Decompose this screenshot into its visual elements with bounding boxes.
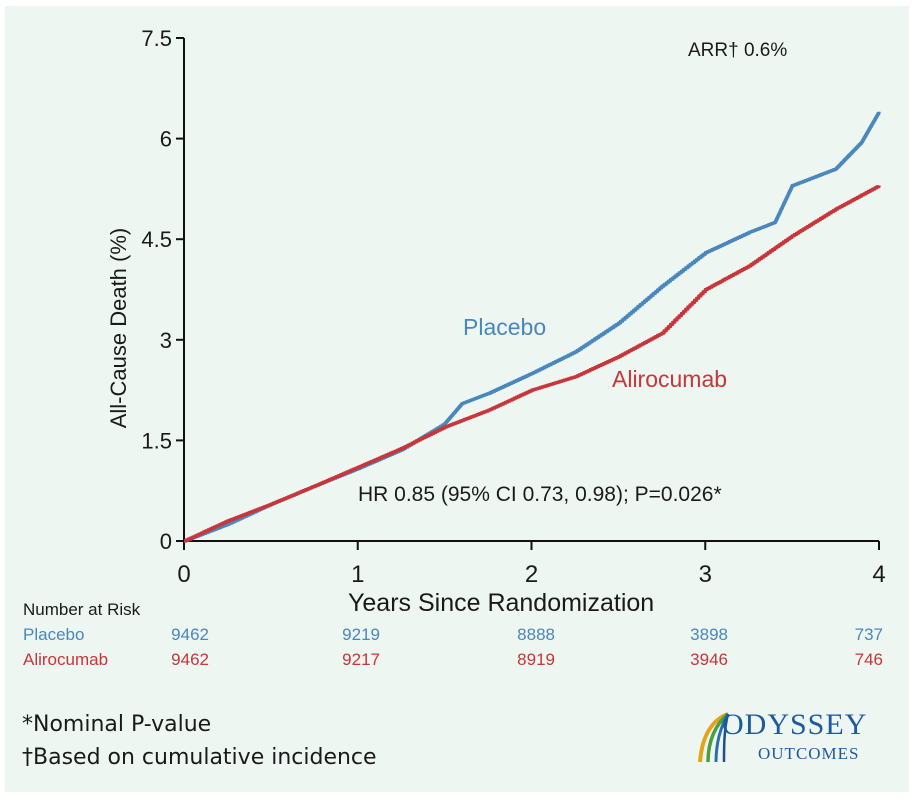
hr-annotation: HR 0.85 (95% CI 0.73, 0.98); P=0.026* — [358, 483, 722, 506]
footnote-nominal: *Nominal P-value — [22, 712, 212, 737]
y-tick-label: 1.5 — [141, 428, 172, 453]
axes: 0 1.5 3 4.5 6 7.5 0 1 2 3 4 — [141, 26, 885, 588]
wheat-icon — [698, 712, 730, 763]
risk-cell: 8919 — [517, 650, 555, 669]
risk-table-title: Number at Risk — [23, 600, 141, 619]
x-tick-label: 4 — [872, 561, 885, 588]
logo-outcomes-text: OUTCOMES — [758, 744, 860, 763]
y-tick-label: 3 — [160, 328, 172, 353]
risk-cell: 3946 — [690, 650, 728, 669]
x-tick-label: 1 — [351, 561, 364, 588]
alirocumab-series-label: Alirocumab — [612, 366, 728, 392]
risk-cell: 9462 — [171, 625, 209, 644]
figure-panel — [5, 6, 909, 792]
placebo-series-label: Placebo — [463, 314, 547, 340]
risk-cell: 746 — [854, 650, 883, 669]
risk-cell: 9219 — [342, 625, 380, 644]
risk-cell: 3898 — [690, 625, 728, 644]
y-tick-label: 7.5 — [141, 26, 172, 51]
y-axis-label: All-Cause Death (%) — [106, 227, 131, 429]
x-tick-label: 2 — [525, 561, 538, 588]
y-tick-label: 6 — [160, 127, 172, 152]
footnote-based: †Based on cumulative incidence — [22, 745, 377, 770]
y-tick-label: 0 — [160, 529, 172, 554]
risk-cell: 8888 — [517, 625, 555, 644]
x-axis-label: Years Since Randomization — [348, 589, 655, 617]
y-tick-label: 4.5 — [141, 227, 172, 252]
series-line-alirocumab — [184, 185, 881, 543]
risk-cell: 737 — [854, 625, 883, 644]
risk-cell: 9217 — [342, 650, 380, 669]
odyssey-outcomes-logo: ODYSSEY OUTCOMES — [690, 708, 890, 770]
risk-row-label-alirocumab: Alirocumab — [23, 650, 109, 669]
risk-cell: 9462 — [171, 650, 209, 669]
arr-annotation: ARR† 0.6% — [688, 40, 788, 61]
risk-row-label-placebo: Placebo — [23, 625, 85, 644]
logo-odyssey-text: ODYSSEY — [722, 708, 868, 741]
series-lines — [184, 111, 881, 543]
x-tick-label: 3 — [699, 561, 712, 588]
x-tick-label: 0 — [177, 561, 190, 588]
